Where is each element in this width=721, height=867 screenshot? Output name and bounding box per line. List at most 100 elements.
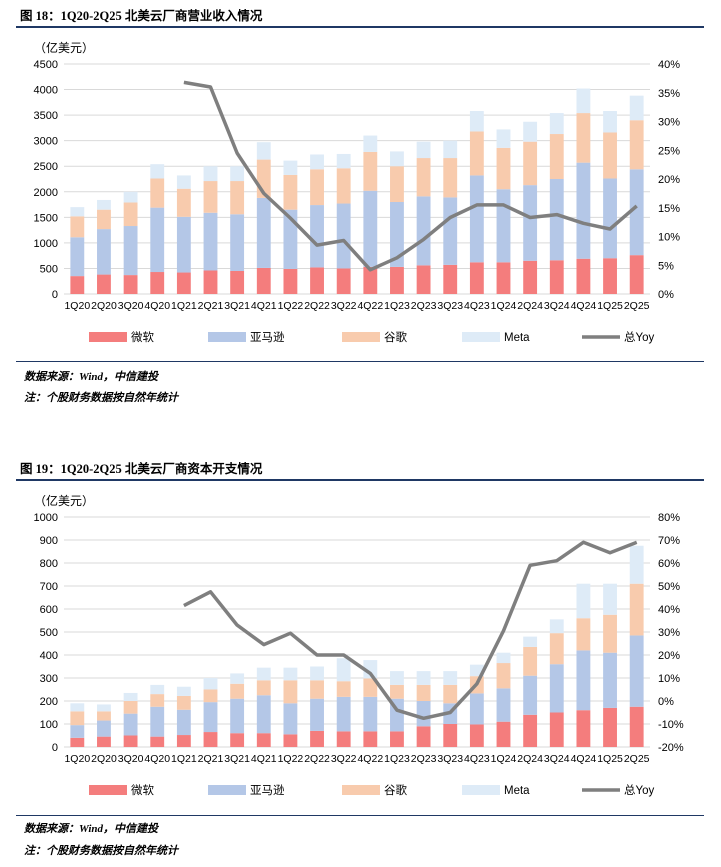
bar-meta — [203, 166, 218, 182]
bar-google — [629, 583, 644, 636]
x-tick-label: 3Q24 — [544, 300, 570, 312]
x-tick-label: 1Q20 — [64, 753, 90, 765]
bar-amazon — [416, 701, 431, 727]
bar-microsoft — [176, 735, 191, 747]
bar-google — [469, 131, 484, 176]
bar-microsoft — [203, 270, 218, 294]
x-tick-label: 1Q24 — [491, 300, 517, 312]
legend-label: 总Yoy — [624, 783, 655, 797]
bar-amazon — [123, 713, 138, 736]
bar-google — [416, 158, 431, 197]
x-tick-label: 3Q22 — [331, 300, 357, 312]
legend-swatch — [208, 785, 246, 795]
bar-amazon — [336, 203, 351, 269]
bar-google — [176, 695, 191, 710]
bar-microsoft — [203, 732, 218, 747]
x-tick-label: 1Q22 — [278, 300, 304, 312]
y2-tick-label: 70% — [658, 535, 680, 547]
legend-label: Meta — [504, 785, 530, 797]
bar-meta — [150, 684, 165, 695]
bar-meta — [603, 583, 617, 615]
bar-google — [363, 151, 378, 191]
legend-label: 总Yoy — [624, 330, 655, 344]
bar-google — [549, 134, 564, 179]
bar-meta — [443, 140, 458, 159]
y2-tick-label: 20% — [658, 650, 680, 662]
legend-swatch — [208, 332, 246, 342]
bar-meta — [363, 135, 378, 152]
bar-google — [549, 633, 564, 665]
legend-label: 谷歌 — [384, 330, 407, 344]
bar-amazon — [97, 720, 111, 737]
bar-google — [603, 614, 617, 653]
bar-meta — [176, 175, 191, 189]
legend-swatch — [89, 785, 127, 795]
y-tick-label: 3500 — [34, 110, 58, 122]
bar-meta — [469, 664, 484, 677]
bar-microsoft — [523, 260, 538, 294]
bar-amazon — [283, 703, 298, 735]
bar-microsoft — [230, 271, 245, 294]
bar-meta — [523, 636, 538, 647]
bar-meta — [363, 660, 378, 679]
bar-microsoft — [230, 733, 245, 747]
bar-amazon — [443, 197, 458, 265]
bar-google — [150, 694, 165, 707]
bar-microsoft — [390, 266, 404, 294]
bar-meta — [283, 667, 298, 681]
bar-meta — [496, 129, 511, 148]
x-tick-label: 3Q23 — [437, 300, 463, 312]
bar-microsoft — [310, 267, 324, 294]
bar-meta — [176, 686, 191, 696]
legend-swatch — [342, 332, 380, 342]
x-tick-label: 2Q24 — [517, 300, 543, 312]
bar-meta — [230, 166, 245, 182]
bar-meta — [523, 121, 538, 142]
bar-microsoft — [336, 268, 351, 294]
bar-meta — [576, 583, 591, 619]
bar-amazon — [416, 196, 431, 266]
x-tick-label: 2Q23 — [411, 753, 437, 765]
source-rule — [16, 361, 704, 362]
legend-swatch — [89, 332, 127, 342]
legend-label: 亚马逊 — [250, 784, 285, 797]
bar-google — [443, 158, 458, 198]
bar-amazon — [390, 202, 404, 267]
legend-label: 微软 — [131, 330, 154, 344]
y-unit-label: （亿美元） — [34, 493, 94, 508]
bar-google — [150, 178, 165, 208]
bar-amazon — [363, 190, 378, 267]
y2-tick-label: 40% — [658, 604, 680, 616]
bar-google — [256, 680, 271, 696]
legend-label: Meta — [504, 332, 530, 344]
footnote: 注：个股财务数据按自然年统计 — [24, 392, 178, 404]
bar-google — [390, 166, 404, 202]
y2-tick-label: 10% — [658, 232, 680, 244]
bar-meta — [310, 154, 324, 170]
bar-microsoft — [469, 262, 484, 294]
bar-amazon — [230, 214, 245, 271]
bar-meta — [416, 671, 431, 685]
bar-amazon — [310, 205, 324, 268]
y2-tick-label: 30% — [658, 117, 680, 129]
y-tick-label: 4000 — [34, 85, 58, 97]
bar-meta — [150, 164, 165, 179]
x-tick-label: 2Q21 — [198, 300, 224, 312]
y2-tick-label: 35% — [658, 88, 680, 100]
bar-microsoft — [629, 706, 644, 747]
bar-google — [416, 684, 431, 701]
x-tick-label: 2Q23 — [411, 300, 437, 312]
bar-microsoft — [176, 272, 191, 294]
y2-tick-label: -20% — [658, 742, 684, 754]
x-tick-label: 1Q22 — [278, 753, 304, 765]
y2-tick-label: 25% — [658, 145, 680, 157]
bar-microsoft — [283, 734, 298, 747]
x-tick-label: 3Q22 — [331, 753, 357, 765]
y-tick-label: 0 — [52, 289, 58, 301]
x-tick-label: 2Q22 — [304, 753, 330, 765]
bar-amazon — [629, 169, 644, 256]
bar-google — [97, 209, 111, 230]
bar-meta — [629, 545, 644, 584]
bar-microsoft — [443, 264, 458, 294]
bar-microsoft — [123, 275, 138, 294]
